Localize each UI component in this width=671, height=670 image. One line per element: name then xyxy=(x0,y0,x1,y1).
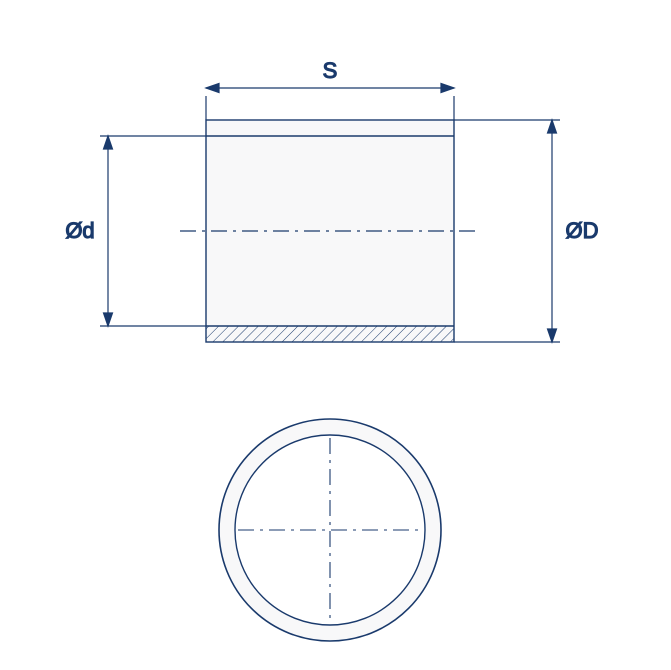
arrow-icon xyxy=(548,120,557,133)
arrow-icon xyxy=(104,313,113,326)
dim-label-D: ØD xyxy=(566,218,599,243)
arrow-icon xyxy=(548,329,557,342)
arrow-icon xyxy=(441,84,454,93)
dimension-S: S xyxy=(206,58,454,120)
arrow-icon xyxy=(104,136,113,149)
top-view xyxy=(219,419,441,641)
dim-label-S: S xyxy=(323,58,338,83)
side-view xyxy=(180,120,480,342)
dimension-D: ØD xyxy=(454,120,599,342)
dim-label-d: Ød xyxy=(65,218,94,243)
section-hatch xyxy=(206,326,454,342)
arrow-icon xyxy=(206,84,219,93)
bushing-technical-drawing: S Ød ØD xyxy=(0,0,671,670)
